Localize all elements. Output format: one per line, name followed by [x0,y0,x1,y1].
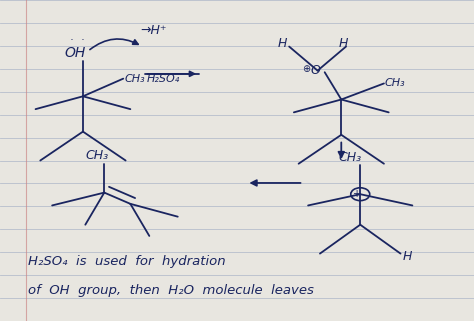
Text: CH₃: CH₃ [125,74,146,84]
Text: ·: · [81,35,84,45]
Text: ⊕: ⊕ [302,64,310,74]
Text: O: O [310,64,320,77]
Text: CH₃: CH₃ [339,151,362,164]
Text: H: H [403,250,412,263]
Text: H: H [277,37,287,50]
Text: OH: OH [64,46,85,60]
Text: H: H [339,37,348,50]
Text: ·: · [70,35,73,45]
Text: of  OH  group,  then  H₂O  molecule  leaves: of OH group, then H₂O molecule leaves [28,284,314,297]
Text: CH₃: CH₃ [385,78,406,89]
Text: CH₃: CH₃ [85,149,109,162]
Text: H₂SO₄: H₂SO₄ [147,74,180,84]
Text: H₂SO₄  is  used  for  hydration: H₂SO₄ is used for hydration [28,255,226,268]
Text: +: + [353,189,361,199]
Text: →H⁺: →H⁺ [140,24,166,37]
